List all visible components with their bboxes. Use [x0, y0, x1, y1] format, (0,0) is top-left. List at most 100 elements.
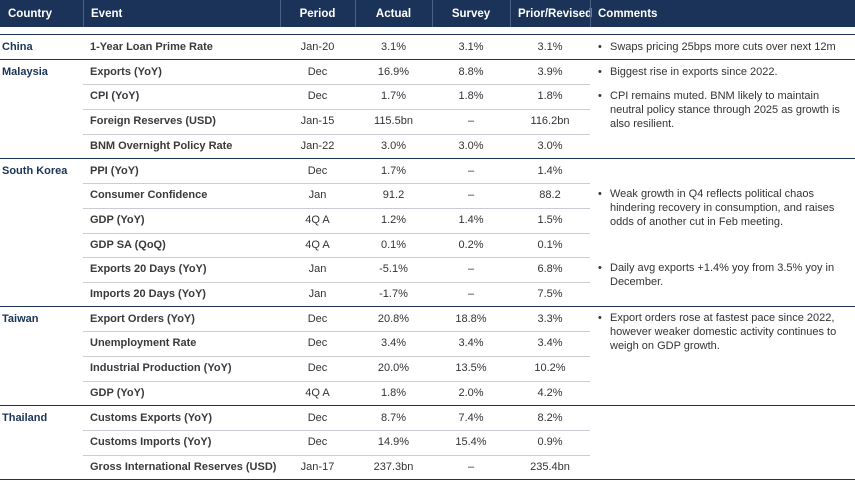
cell: Dec	[307, 411, 328, 424]
cell: 8.7%	[380, 411, 407, 424]
cell: 3.9%	[537, 65, 563, 78]
cell: 2.0%	[458, 386, 484, 399]
column-divider	[355, 0, 356, 27]
column-header: Event	[91, 8, 123, 20]
cell: –	[467, 189, 475, 202]
cell: 3.1%	[537, 41, 563, 53]
cell: 15.4%	[455, 436, 487, 449]
cell: 6.8%	[537, 263, 563, 276]
row-line	[83, 232, 590, 234]
cell: Dec	[307, 90, 328, 103]
cell: 0.1%	[537, 238, 563, 251]
event: Imports 20 Days (YoY)	[90, 288, 206, 300]
cell: 8.8%	[458, 65, 484, 78]
event: Export Orders (YoY)	[90, 312, 195, 325]
comment: Biggest rise in exports since 2022.	[598, 65, 855, 79]
cell: 3.1%	[458, 41, 484, 53]
cell: 1.5%	[537, 213, 563, 226]
cell: 18.8%	[455, 312, 487, 325]
cell: –	[467, 115, 475, 128]
row-line	[83, 282, 590, 283]
cell: Jan-15	[300, 115, 335, 128]
event: Industrial Production (YoY)	[90, 362, 232, 375]
row-line	[83, 183, 590, 185]
cell: 1.4%	[537, 164, 563, 177]
cell: 3.0%	[537, 139, 563, 152]
cell: Dec	[307, 164, 328, 177]
country: South Korea	[2, 164, 68, 177]
cell: Jan	[308, 288, 327, 300]
cell: 13.5%	[455, 362, 487, 375]
row-line	[83, 84, 590, 86]
cell: 20.8%	[377, 312, 410, 325]
cell: 3.0%	[458, 139, 484, 152]
cell: 1.2%	[380, 213, 407, 226]
cell: –	[467, 164, 475, 177]
group-line	[0, 478, 855, 480]
row-line	[83, 380, 590, 382]
cell: 0.1%	[380, 238, 407, 251]
row-line	[83, 454, 590, 456]
cell: 4Q A	[305, 238, 330, 251]
column-header: Country	[8, 8, 53, 20]
cell: Dec	[307, 312, 328, 325]
cell: 1.8%	[458, 90, 484, 103]
cell: 3.0%	[380, 139, 407, 152]
cell: 4Q A	[305, 213, 330, 226]
cell: 4Q A	[305, 386, 330, 399]
event: Foreign Reserves (USD)	[90, 115, 216, 128]
cell: 0.9%	[537, 436, 563, 449]
group-line	[0, 157, 855, 159]
cell: -5.1%	[379, 263, 408, 276]
country: Thailand	[2, 411, 48, 424]
event: GDP (YoY)	[90, 213, 145, 226]
cell: 3.1%	[380, 41, 407, 53]
group-line	[0, 58, 855, 60]
column-header: Period	[299, 8, 336, 20]
row-line	[83, 133, 590, 135]
cell: 115.5bn	[374, 115, 413, 128]
cell: 1.8%	[537, 90, 563, 103]
column-header: Comments	[598, 8, 658, 20]
event: Gross International Reserves (USD)	[90, 460, 277, 473]
cell: 3.4%	[380, 337, 407, 350]
cell: –	[467, 460, 475, 473]
event: Consumer Confidence	[90, 189, 208, 202]
cell: 0.2%	[458, 238, 484, 251]
country: Taiwan	[2, 312, 39, 325]
event: CPI (YoY)	[90, 90, 140, 103]
event: Exports 20 Days (YoY)	[90, 263, 207, 276]
cell: 3.3%	[537, 312, 563, 325]
cell: Jan	[308, 263, 327, 276]
column-divider	[432, 0, 433, 27]
cell: Dec	[307, 436, 328, 449]
row-line	[83, 356, 590, 358]
group-line	[0, 305, 855, 307]
event: Exports (YoY)	[90, 65, 162, 78]
column-divider	[83, 0, 84, 27]
event: Customs Exports (YoY)	[90, 411, 213, 424]
event: BNM Overnight Policy Rate	[90, 139, 233, 152]
cell: 1.4%	[458, 213, 484, 226]
cell: 7.5%	[537, 288, 563, 300]
comment: Swaps pricing 25bps more cuts over next …	[598, 40, 855, 54]
cell: 116.2bn	[530, 115, 570, 128]
cell: -1.7%	[379, 288, 408, 300]
cell: 1.7%	[380, 164, 407, 177]
row-line	[83, 109, 590, 111]
cell: 235.4bn	[530, 460, 570, 473]
cell: Jan-22	[300, 139, 335, 152]
cell: 237.3bn	[373, 460, 414, 473]
row-line	[83, 207, 590, 209]
cell: Dec	[307, 65, 328, 78]
cell: Jan	[308, 189, 327, 202]
cell: 4.2%	[537, 386, 563, 399]
event: GDP (YoY)	[90, 386, 145, 399]
group-line	[0, 404, 855, 406]
cell: Jan-20	[300, 41, 335, 53]
column-divider	[280, 0, 281, 27]
row-line	[83, 257, 590, 259]
event: PPI (YoY)	[90, 164, 139, 177]
cell: –	[467, 288, 475, 300]
